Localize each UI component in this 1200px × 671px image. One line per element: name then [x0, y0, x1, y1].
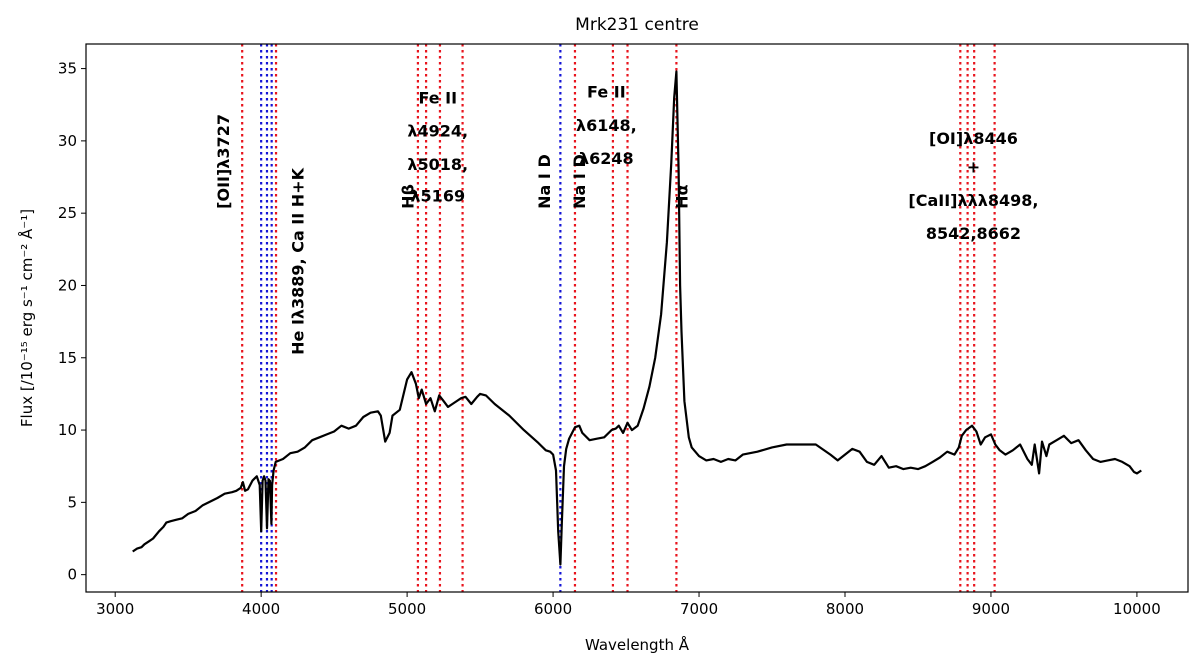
x-tick-label: 7000	[680, 600, 718, 618]
plot-area	[132, 44, 1142, 592]
x-tick-label: 8000	[826, 600, 864, 618]
line-annotation: [CaII]λλλ8498,	[908, 191, 1038, 210]
line-annotation: [OI]λ8446	[929, 129, 1018, 148]
y-tick-label: 25	[58, 204, 77, 222]
line-annotation: He Iλ3889, Ca II H+K	[288, 167, 307, 354]
line-annotation: λ5169	[410, 187, 465, 206]
line-annotation: λ4924,	[407, 122, 468, 141]
line-annotation: Fe II	[418, 88, 457, 107]
y-tick-label: 30	[58, 132, 77, 150]
line-annotation: 8542,8662	[926, 224, 1021, 243]
x-tick-label: 5000	[388, 600, 426, 618]
x-tick-label: 10000	[1113, 600, 1161, 618]
y-tick-label: 5	[67, 493, 77, 511]
x-tick-label: 9000	[972, 600, 1010, 618]
spectrum-line	[132, 70, 1142, 566]
line-annotation: λ5018,	[407, 155, 468, 174]
plot-frame	[85, 43, 1189, 593]
y-tick-label: 35	[58, 60, 77, 78]
x-tick-label: 6000	[534, 600, 572, 618]
line-annotation: Na I D	[570, 154, 589, 209]
line-annotations: [OII]λ3727 He Iλ3889, Ca II H+K Hβ Fe II λ49…	[214, 82, 1038, 354]
x-tick-label: 4000	[242, 600, 280, 618]
axis-ticks: 3000 4000 5000 6000 7000 8000 9000 10000 0 5 10 15 2…	[58, 60, 1161, 618]
line-annotation: λ6248	[579, 149, 634, 168]
line-annotation: Hβ	[399, 184, 418, 209]
y-tick-label: 10	[58, 421, 77, 439]
line-annotation: +	[967, 158, 980, 177]
y-tick-label: 20	[58, 276, 77, 294]
line-annotation: Na I D	[535, 154, 554, 209]
x-tick-label: 3000	[96, 600, 134, 618]
line-annotation: Hα	[672, 184, 691, 208]
line-annotation: λ6148,	[576, 116, 637, 135]
x-axis-title: Wavelength Å	[585, 635, 690, 654]
line-annotation: [OII]λ3727	[214, 114, 233, 209]
y-tick-label: 0	[67, 566, 77, 584]
y-tick-label: 15	[58, 349, 77, 367]
y-axis-title: Flux [/10⁻¹⁵ erg s⁻¹ cm⁻² Å⁻¹]	[17, 209, 36, 427]
line-annotation: Fe II	[587, 82, 626, 101]
chart-title: Mrk231 centre	[575, 15, 699, 35]
